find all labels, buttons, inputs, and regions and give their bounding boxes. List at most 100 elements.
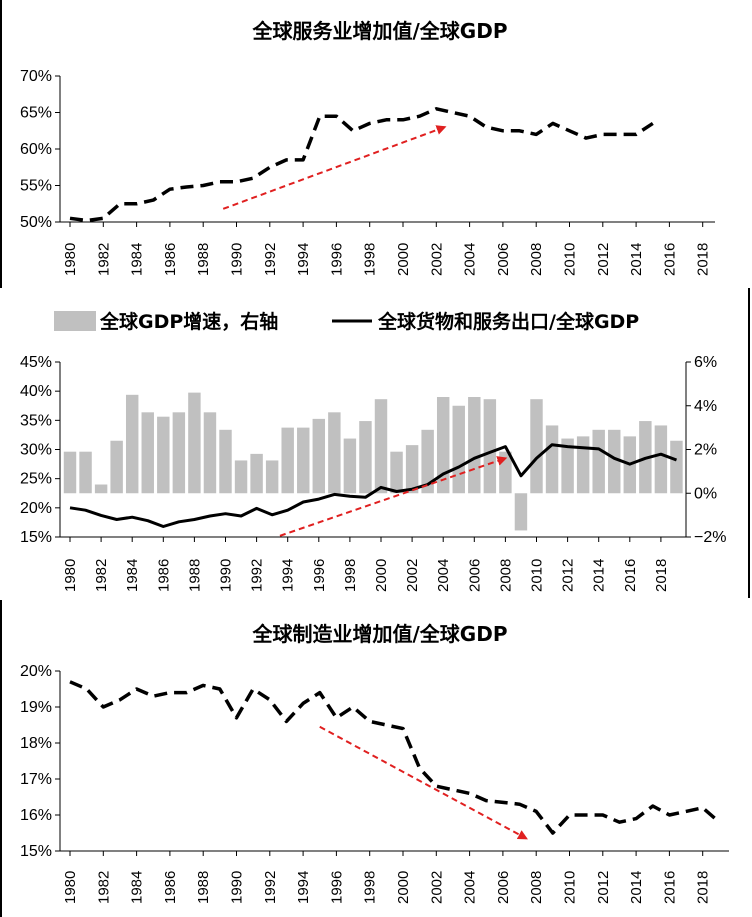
y-tick-label: 17% — [20, 771, 52, 788]
x-tick-label: 2018 — [695, 243, 712, 276]
gdp-growth-bar — [592, 429, 605, 494]
x-tick-label: 1994 — [280, 559, 297, 592]
x-tick-label: 1984 — [124, 559, 141, 592]
gdp-growth-bar — [234, 460, 248, 494]
gdp-growth-bar — [576, 436, 590, 494]
x-tick-label: 2002 — [404, 559, 421, 592]
gdp-growth-bar — [157, 416, 170, 494]
legend-bar-swatch — [54, 311, 96, 331]
y-tick-label: 55% — [20, 178, 52, 195]
chart-panel-services: 全球服务业增加值/全球GDP 70% 65% 60% 55% 50% 1980 1982 19… — [20, 19, 715, 276]
gdp-growth-bar — [63, 451, 77, 494]
legend: 全球GDP增速，右轴 全球货物和服务出口/全球GDP — [54, 310, 639, 333]
gdp-growth-bar — [172, 412, 186, 494]
x-tick-label: 1990 — [229, 871, 246, 904]
gdp-growth-bar — [374, 399, 388, 494]
x-tick-label: 2008 — [528, 871, 545, 904]
x-tick-label: 2014 — [628, 871, 645, 904]
gdp-growth-bar — [125, 394, 139, 494]
x-tick-label: 1986 — [162, 871, 179, 904]
x-tick-label: 1994 — [295, 871, 312, 904]
x-tick-label: 2012 — [595, 871, 612, 904]
x-tick-label: 1992 — [262, 243, 279, 276]
gdp-growth-bar — [608, 429, 621, 494]
chart-panel-manufacturing: 全球制造业增加值/全球GDP 20% 19% 18% 17% 16% 15% 1980 198… — [20, 622, 729, 904]
y-right-tick-label: 0% — [694, 485, 717, 502]
y-tick-label: 15% — [20, 529, 52, 546]
y-right-tick-label: 6% — [694, 354, 717, 371]
gdp-growth-bar — [110, 440, 123, 494]
x-tick-label: 1996 — [328, 871, 345, 904]
trend-arrow-down — [319, 725, 528, 840]
x-tick-label: 2006 — [466, 559, 483, 592]
gdp-growth-bar — [436, 397, 450, 494]
x-tick-label: 1998 — [362, 871, 379, 904]
services-share-line — [69, 107, 654, 223]
x-tick-label: 2002 — [428, 871, 445, 904]
x-tick-label: 2004 — [462, 243, 479, 276]
x-tick-label: 1986 — [155, 559, 172, 592]
x-tick-label: 2014 — [628, 243, 645, 276]
chart-title-manufacturing: 全球制造业增加值/全球GDP — [252, 622, 508, 646]
x-tick-label: 1980 — [62, 871, 79, 904]
y-tick-label: 25% — [20, 471, 52, 488]
gdp-growth-bar — [312, 418, 326, 494]
y-tick-label: 50% — [20, 214, 52, 231]
x-tick-label: 2012 — [560, 559, 577, 592]
gdp-growth-bar — [452, 405, 465, 494]
x-tick-label: 1988 — [195, 871, 212, 904]
x-tick-label: 1982 — [95, 871, 112, 904]
series-manufacturing — [69, 680, 721, 840]
x-tick-label: 2016 — [661, 871, 678, 904]
gdp-growth-bar — [405, 445, 419, 494]
gdp-growth-bar — [188, 392, 201, 494]
gdp-growth-bar — [530, 399, 543, 494]
x-tick-label: 1988 — [186, 559, 203, 592]
x-tick-label: 1982 — [95, 243, 112, 276]
y-right-tick-label: 4% — [694, 398, 717, 415]
x-tick-label: 2016 — [661, 243, 678, 276]
manufacturing-share-line — [69, 680, 721, 835]
gdp-growth-bar — [141, 412, 154, 494]
x-tick-label: 1982 — [93, 559, 110, 592]
x-tick-label: 1986 — [162, 243, 179, 276]
y-tick-label: 30% — [20, 442, 52, 459]
x-tick-label: 1994 — [295, 243, 312, 276]
y-tick-label: 40% — [20, 383, 52, 400]
y-tick-label: 60% — [20, 141, 52, 158]
x-tick-label: 2010 — [529, 559, 546, 592]
series-services — [69, 107, 654, 223]
gdp-growth-bar — [297, 427, 310, 494]
x-tick-label: 2018 — [695, 871, 712, 904]
gdp-growth-bar — [265, 460, 279, 494]
axes-services: 70% 65% 60% 55% 50% 1980 1982 1984 1986 1988 1990 1… — [20, 68, 715, 276]
gdp-growth-bar — [654, 425, 668, 494]
x-tick-label: 1992 — [262, 871, 279, 904]
x-tick-label: 1980 — [62, 559, 79, 592]
x-tick-label: 1990 — [229, 243, 246, 276]
axes-manufacturing: 20% 19% 18% 17% 16% 15% 1980 1982 1984 1986 1988 19… — [20, 663, 729, 904]
gdp-growth-bar — [514, 493, 528, 531]
gdp-growth-bar — [545, 425, 559, 494]
x-tick-label: 2000 — [395, 243, 412, 276]
gdp-growth-bar — [421, 429, 434, 494]
series-exports — [63, 392, 683, 537]
gdp-growth-bar — [203, 412, 217, 494]
x-tick-label: 2006 — [495, 871, 512, 904]
gdp-growth-bar — [328, 412, 341, 494]
x-tick-label: 1980 — [62, 243, 79, 276]
gdp-growth-bar — [250, 453, 263, 494]
axes-exports: 45% 40% 35% 30% 25% 20% 15% 1980 1982 1984 1986 198… — [20, 354, 727, 592]
gdp-growth-bar — [94, 484, 108, 494]
x-tick-label: 1984 — [129, 871, 146, 904]
legend-label-gdp-growth: 全球GDP增速，右轴 — [99, 310, 278, 333]
y-tick-label: 65% — [20, 105, 52, 122]
x-tick-label: 2004 — [462, 871, 479, 904]
y-tick-label: 18% — [20, 735, 52, 752]
x-tick-label: 1990 — [218, 559, 235, 592]
x-tick-label: 1996 — [311, 559, 328, 592]
chart-panel-exports: 全球GDP增速，右轴 全球货物和服务出口/全球GDP 45% 40% 35% 30% 2… — [20, 310, 727, 592]
x-tick-label: 2008 — [497, 559, 514, 592]
gdp-growth-bar — [390, 451, 403, 494]
